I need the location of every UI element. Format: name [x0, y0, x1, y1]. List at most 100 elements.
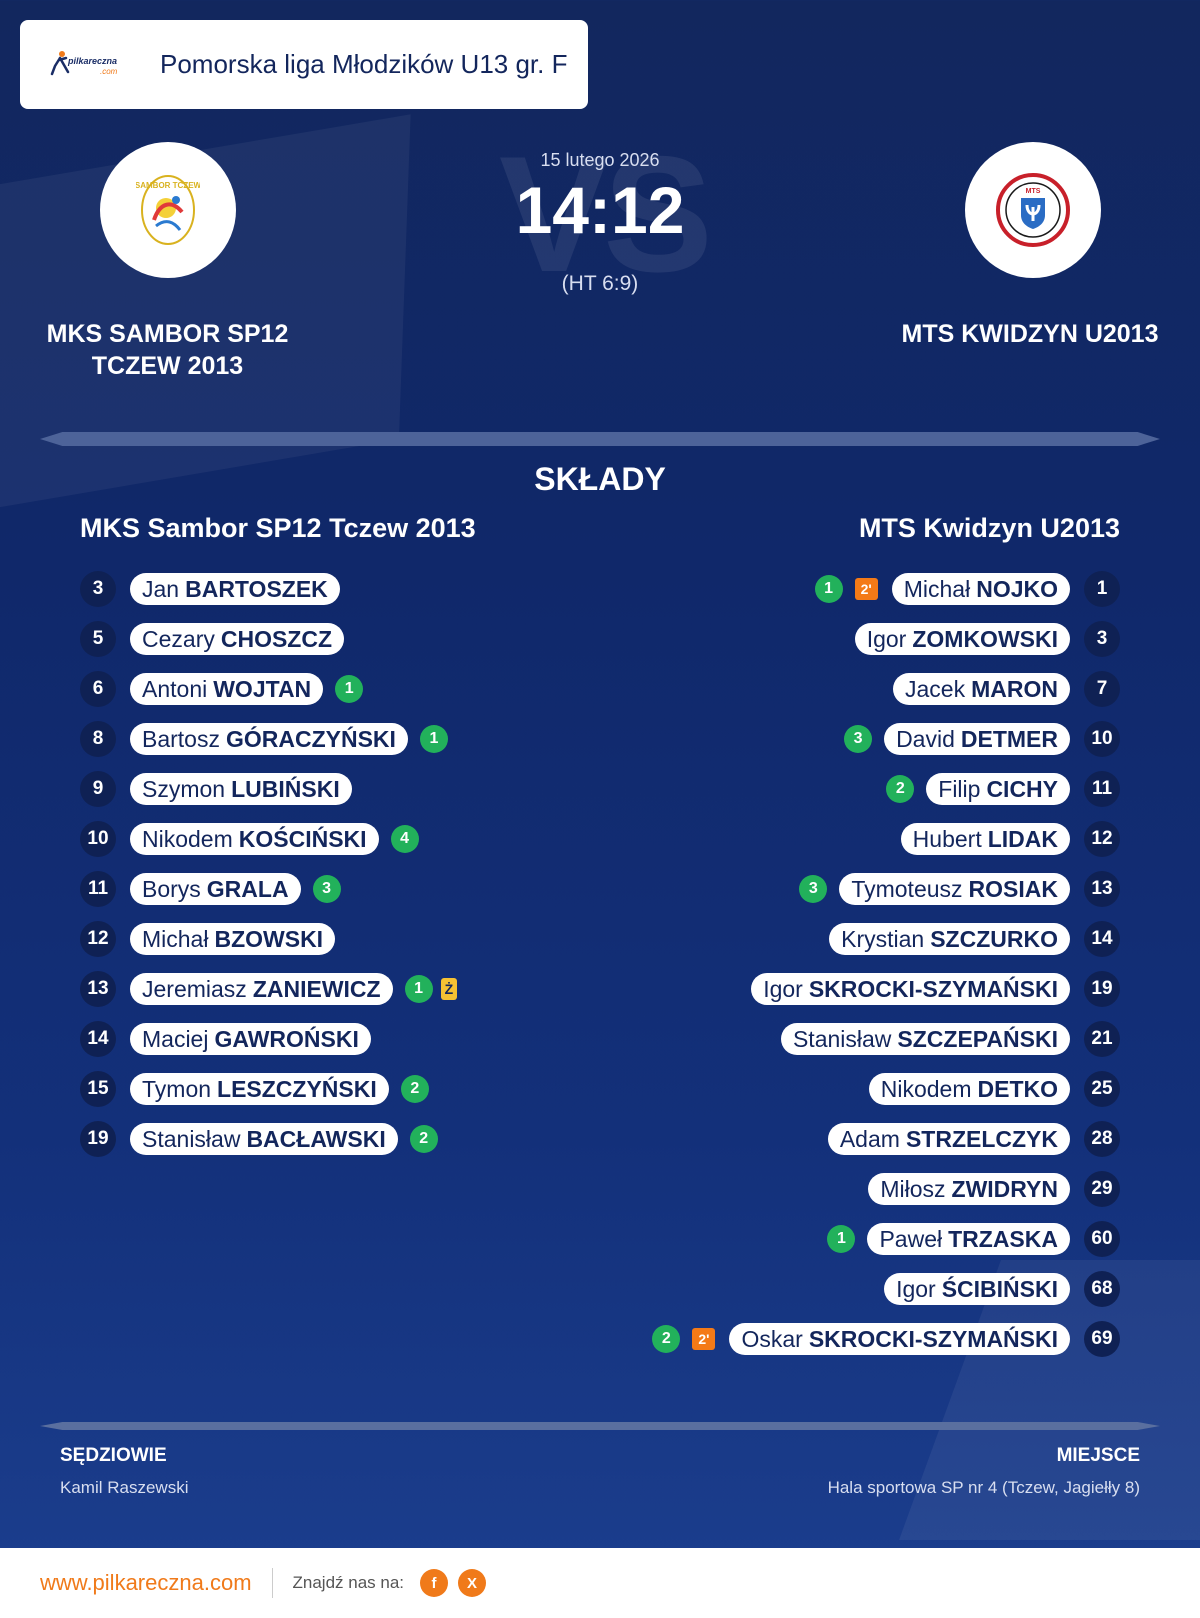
player-number: 3	[1084, 621, 1120, 657]
player-row[interactable]: Krystian SZCZURKO 14	[829, 921, 1120, 957]
player-name[interactable]: Jeremiasz ZANIEWICZ	[130, 973, 393, 1005]
player-name[interactable]: Maciej GAWROŃSKI	[130, 1023, 371, 1055]
player-first-name: Igor	[896, 1275, 936, 1302]
home-team-name[interactable]: MKS SAMBOR SP12 TCZEW 2013	[30, 318, 305, 382]
player-name[interactable]: Filip CICHY	[926, 773, 1070, 805]
home-team-logo[interactable]: SAMBOR TCZEW	[100, 142, 236, 278]
player-name[interactable]: Nikodem KOŚCIŃSKI	[130, 823, 379, 855]
player-row[interactable]: Hubert LIDAK 12	[900, 821, 1120, 857]
player-row[interactable]: Adam STRZELCZYK 28	[827, 1121, 1120, 1157]
player-name[interactable]: Jacek MARON	[893, 673, 1070, 705]
player-name[interactable]: Paweł TRZASKA	[867, 1223, 1070, 1255]
player-row[interactable]: Stanisław SZCZEPAŃSKI 21	[780, 1021, 1120, 1057]
player-number: 69	[1084, 1321, 1120, 1357]
match-score: 14:12	[515, 173, 685, 247]
player-first-name: Stanisław	[792, 1025, 892, 1052]
player-row[interactable]: Igor ŚCIBIŃSKI 68	[884, 1271, 1120, 1307]
player-number: 9	[80, 771, 116, 807]
player-name[interactable]: Oskar SKROCKI-SZYMAŃSKI	[729, 1323, 1070, 1355]
player-row[interactable]: 12 Michał BZOWSKI	[80, 921, 336, 957]
player-first-name: Nikodem	[142, 825, 233, 852]
away-team-logo[interactable]: MTS	[965, 142, 1101, 278]
goals-badge: 2	[400, 1075, 429, 1103]
player-last-name: KOŚCIŃSKI	[238, 825, 367, 852]
lineups-title: SKŁADY	[534, 461, 666, 497]
player-name[interactable]: Szymon LUBIŃSKI	[130, 773, 352, 805]
player-number: 12	[80, 921, 116, 957]
player-row[interactable]: 8 Bartosz GÓRACZYŃSKI 1	[80, 721, 448, 757]
player-last-name: ZANIEWICZ	[252, 975, 381, 1002]
player-first-name: Jan	[142, 575, 180, 602]
player-name[interactable]: Adam STRZELCZYK	[827, 1123, 1070, 1155]
goals-badge: 1	[335, 675, 364, 703]
player-first-name: Antoni	[142, 675, 208, 702]
player-last-name: GRALA	[206, 875, 289, 902]
player-row[interactable]: 6 Antoni WOJTAN 1	[80, 671, 364, 707]
player-row[interactable]: 19 Stanisław BACŁAWSKI 2	[80, 1121, 438, 1157]
player-name[interactable]: Igor ŚCIBIŃSKI	[884, 1273, 1070, 1305]
player-row[interactable]: Igor SKROCKI-SZYMAŃSKI 19	[751, 971, 1120, 1007]
player-row[interactable]: 10 Nikodem KOŚCIŃSKI 4	[80, 821, 419, 857]
player-row[interactable]: 2 Filip CICHY 11	[886, 771, 1120, 807]
player-row[interactable]: Nikodem DETKO 25	[868, 1071, 1120, 1107]
player-row[interactable]: 3 Tymoteusz ROSIAK 13	[799, 871, 1120, 907]
player-last-name: SKROCKI-SZYMAŃSKI	[808, 975, 1058, 1002]
player-row[interactable]: 15 Tymon LESZCZYŃSKI 2	[80, 1071, 429, 1107]
site-link[interactable]: www.pilkareczna.com	[40, 1570, 252, 1595]
player-name[interactable]: Michał NOJKO	[891, 573, 1070, 605]
player-row[interactable]: 5 Cezary CHOSZCZ	[80, 621, 345, 657]
player-row[interactable]: 2 2' Oskar SKROCKI-SZYMAŃSKI 69	[652, 1321, 1120, 1357]
player-last-name: LUBIŃSKI	[231, 775, 340, 802]
player-name[interactable]: Tymon LESZCZYŃSKI	[130, 1073, 389, 1105]
logo-text: pilkareczna	[68, 55, 118, 66]
pilkareczna-logo[interactable]: pilkareczna .com	[50, 50, 130, 80]
player-name[interactable]: Igor SKROCKI-SZYMAŃSKI	[751, 973, 1070, 1005]
player-first-name: Bartosz	[142, 725, 220, 752]
player-row[interactable]: 3 Jan BARTOSZEK	[80, 571, 340, 607]
player-name[interactable]: Cezary CHOSZCZ	[130, 623, 345, 655]
player-name[interactable]: Borys GRALA	[130, 873, 301, 905]
handball-player-icon	[50, 50, 70, 75]
player-row[interactable]: Igor ZOMKOWSKI 3	[854, 621, 1120, 657]
player-first-name: Krystian	[841, 925, 925, 952]
away-team-name[interactable]: MTS KWIDZYN U2013	[880, 318, 1180, 350]
player-name[interactable]: Miłosz ZWIDRYN	[868, 1173, 1070, 1205]
player-row[interactable]: 1 2' Michał NOJKO 1	[814, 571, 1120, 607]
goals-badge: 2	[652, 1325, 681, 1353]
player-first-name: Cezary	[142, 625, 215, 652]
x-icon[interactable]: X	[458, 1569, 487, 1597]
halftime-score: (HT 6:9)	[561, 272, 639, 295]
player-name[interactable]: Jan BARTOSZEK	[130, 573, 340, 605]
player-row[interactable]: 3 David DETMER 10	[844, 721, 1120, 757]
player-name[interactable]: Antoni WOJTAN	[130, 673, 324, 705]
player-row[interactable]: 9 Szymon LUBIŃSKI	[80, 771, 352, 807]
player-name[interactable]: Stanisław BACŁAWSKI	[130, 1123, 398, 1155]
player-last-name: GÓRACZYŃSKI	[225, 725, 396, 752]
player-last-name: SZCZEPAŃSKI	[897, 1025, 1058, 1052]
player-name[interactable]: Nikodem DETKO	[868, 1073, 1070, 1105]
player-last-name: GAWROŃSKI	[214, 1025, 359, 1052]
player-name[interactable]: Michał BZOWSKI	[130, 923, 336, 955]
facebook-icon[interactable]: f	[420, 1569, 449, 1597]
player-name[interactable]: Krystian SZCZURKO	[829, 923, 1070, 955]
league-name[interactable]: Pomorska liga Młodzików U13 gr. F	[160, 49, 568, 79]
player-name[interactable]: Bartosz GÓRACZYŃSKI	[130, 723, 408, 755]
player-row[interactable]: 14 Maciej GAWROŃSKI	[80, 1021, 371, 1057]
player-name[interactable]: David DETMER	[884, 723, 1070, 755]
player-number: 14	[1084, 921, 1120, 957]
goals-badge: 3	[312, 875, 341, 903]
player-name[interactable]: Igor ZOMKOWSKI	[854, 623, 1070, 655]
player-first-name: Igor	[866, 625, 907, 652]
player-row[interactable]: 1 Paweł TRZASKA 60	[827, 1221, 1120, 1257]
player-first-name: Szymon	[142, 775, 226, 802]
player-name[interactable]: Tymoteusz ROSIAK	[839, 873, 1070, 905]
goals-badge: 2	[409, 1125, 438, 1153]
player-row[interactable]: Jacek MARON 7	[893, 671, 1120, 707]
player-name[interactable]: Stanisław SZCZEPAŃSKI	[780, 1023, 1070, 1055]
player-first-name: Borys	[142, 875, 201, 902]
player-row[interactable]: Miłosz ZWIDRYN 29	[868, 1171, 1120, 1207]
player-row[interactable]: 11 Borys GRALA 3	[80, 871, 341, 907]
goals-badge: 1	[814, 575, 843, 603]
player-row[interactable]: 13 Jeremiasz ZANIEWICZ 1 Ż	[80, 971, 458, 1007]
player-name[interactable]: Hubert LIDAK	[900, 823, 1070, 855]
